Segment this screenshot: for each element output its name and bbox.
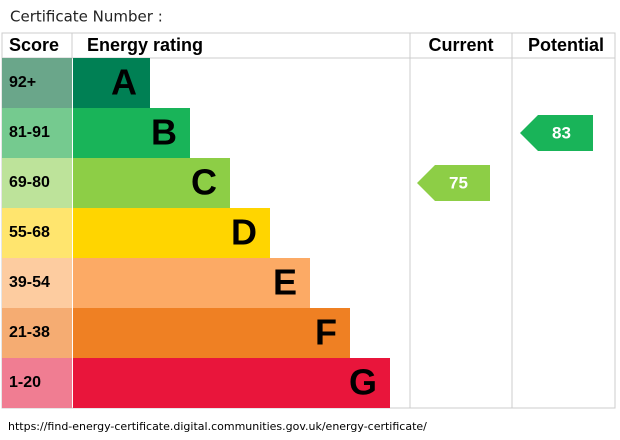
rating-bar <box>73 208 270 258</box>
score-cell <box>2 58 72 108</box>
current-header: Current <box>428 35 493 55</box>
score-cell <box>2 208 72 258</box>
score-range: 1-20 <box>9 374 41 391</box>
score-range: 92+ <box>9 74 36 91</box>
score-range: 39-54 <box>9 274 50 291</box>
band-letter: B <box>151 112 177 153</box>
rating-bar <box>73 108 190 158</box>
certificate-label: Certificate Number : <box>10 8 163 26</box>
score-cell <box>2 358 72 408</box>
rating-bar <box>73 258 310 308</box>
potential-header: Potential <box>528 35 604 55</box>
score-range: 55-68 <box>9 224 50 241</box>
score-cell <box>2 158 72 208</box>
band-letter: C <box>191 162 217 203</box>
score-cell <box>2 108 72 158</box>
current-arrow <box>417 165 490 201</box>
score-range: 69-80 <box>9 174 50 191</box>
score-header: Score <box>9 35 59 55</box>
current-value: 75 <box>449 173 468 192</box>
band-letter: D <box>231 212 257 253</box>
rating-bar <box>73 158 230 208</box>
score-range: 81-91 <box>9 124 50 141</box>
rating-bar <box>73 58 150 108</box>
footer-url: https://find-energy-certificate.digital.… <box>8 420 427 433</box>
potential-value: 83 <box>552 123 571 142</box>
score-range: 21-38 <box>9 324 50 341</box>
band-letter: E <box>273 262 297 303</box>
score-cell <box>2 258 72 308</box>
score-cell <box>2 308 72 358</box>
potential-arrow <box>520 115 593 151</box>
rating-bar <box>73 358 390 408</box>
rating-header: Energy rating <box>87 35 203 55</box>
rating-bar <box>73 308 350 358</box>
band-letter: A <box>111 62 137 103</box>
band-letter: G <box>349 362 377 403</box>
band-letter: F <box>315 312 337 353</box>
